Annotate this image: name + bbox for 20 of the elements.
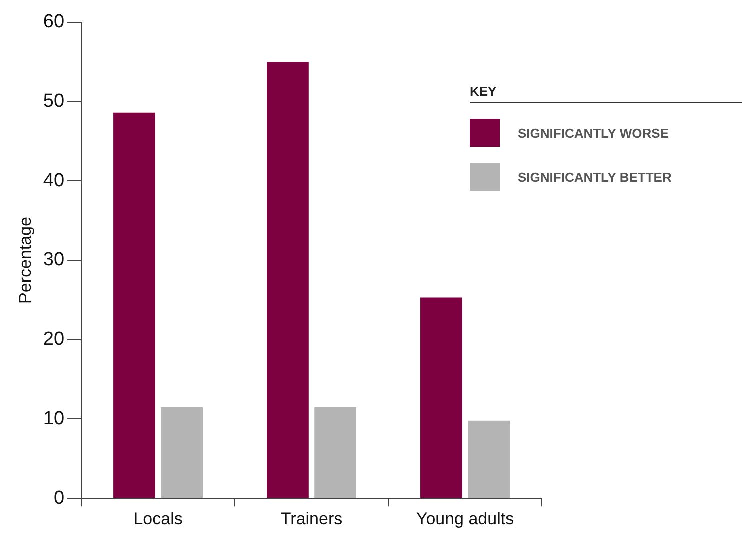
bar (314, 407, 356, 498)
y-tick-label: 40 (43, 170, 65, 192)
y-tick-label: 0 (54, 488, 65, 509)
y-tick-label: 20 (43, 329, 65, 350)
x-tick-label: Young adults (416, 509, 514, 528)
legend-label: SIGNIFICANTLY BETTER (518, 170, 672, 184)
y-tick-label: 50 (43, 91, 65, 112)
y-tick-label: 60 (43, 12, 65, 33)
bar (420, 298, 462, 498)
bar (161, 407, 204, 498)
x-tick-label: Locals (134, 509, 183, 528)
x-tick-label: Trainers (280, 509, 343, 528)
bar (267, 62, 309, 498)
bar (468, 420, 510, 498)
y-tick-label: 10 (43, 408, 65, 430)
y-axis-title: Percentage (16, 217, 35, 304)
legend-title: KEY (470, 84, 742, 103)
bar (114, 112, 156, 498)
legend-label: SIGNIFICANTLY WORSE (518, 126, 669, 140)
y-tick-label: 30 (43, 250, 65, 271)
